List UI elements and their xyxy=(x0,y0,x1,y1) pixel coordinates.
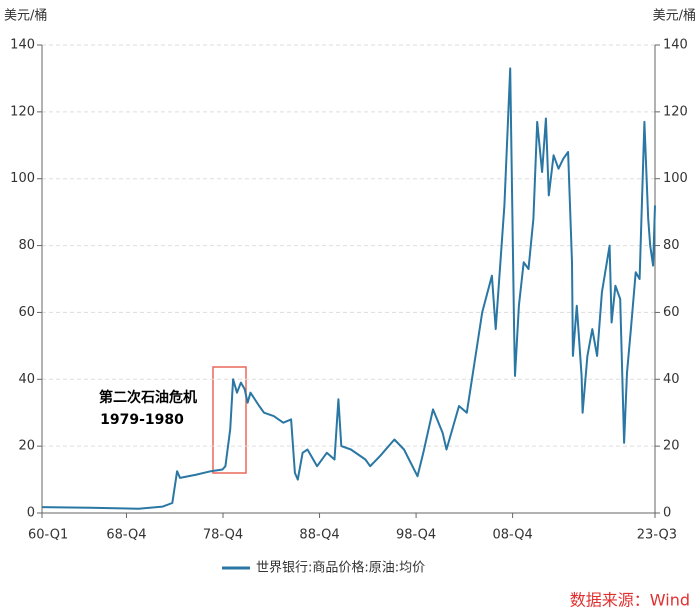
y-tick-label: 120 xyxy=(10,104,35,119)
y-tick-label: 60 xyxy=(18,305,35,320)
x-tick-label: 88-Q4 xyxy=(299,528,339,543)
y-tick-label: 100 xyxy=(10,171,35,186)
annotation: 第二次石油危机 xyxy=(99,389,197,406)
y-tick-label: 80 xyxy=(18,238,35,253)
highlight-box xyxy=(212,366,247,474)
source: 数据来源：Wind xyxy=(570,591,690,610)
x-tick-label: 68-Q4 xyxy=(106,528,146,543)
y2-tick-label: 140 xyxy=(663,38,688,53)
y2-tick-label: 0 xyxy=(663,506,671,521)
x-tick-label: 23-Q3 xyxy=(637,528,677,543)
y2-tick-label: 60 xyxy=(663,305,680,320)
x-tick-label: 98-Q4 xyxy=(396,528,436,543)
y2-tick-label: 100 xyxy=(663,171,688,186)
y-tick-label: 140 xyxy=(10,38,35,53)
y2-axis-label: 美元/桶 xyxy=(653,9,696,24)
x-tick-label: 78-Q4 xyxy=(203,528,243,543)
annotation-years: 1979-1980 xyxy=(100,412,184,428)
y2-tick-label: 20 xyxy=(663,439,680,454)
y-tick-label: 0 xyxy=(27,506,35,521)
y-tick-label: 40 xyxy=(18,372,35,387)
y2-tick-label: 120 xyxy=(663,104,688,119)
y-tick-label: 20 xyxy=(18,439,35,454)
x-tick-label: 60-Q1 xyxy=(28,528,68,543)
line-series xyxy=(41,67,656,510)
y-axis-label: 美元/桶 xyxy=(4,9,47,24)
legend-label: 世界银行:商品价格:原油:均价 xyxy=(256,560,425,576)
y2-tick-label: 40 xyxy=(663,372,680,387)
x-tick-label: 08-Q4 xyxy=(493,528,533,543)
y2-tick-label: 80 xyxy=(663,238,680,253)
